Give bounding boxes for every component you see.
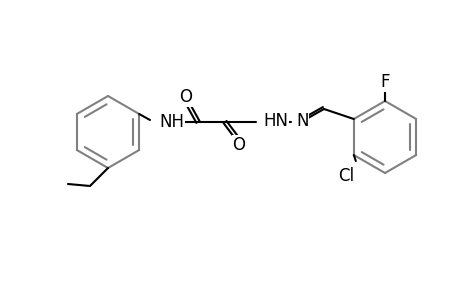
Text: Cl: Cl [337,167,353,185]
Text: O: O [179,88,192,106]
Text: HN: HN [263,112,287,130]
Text: N: N [295,112,308,130]
Text: F: F [380,73,389,91]
Text: NH: NH [159,113,184,131]
Text: O: O [232,136,245,154]
